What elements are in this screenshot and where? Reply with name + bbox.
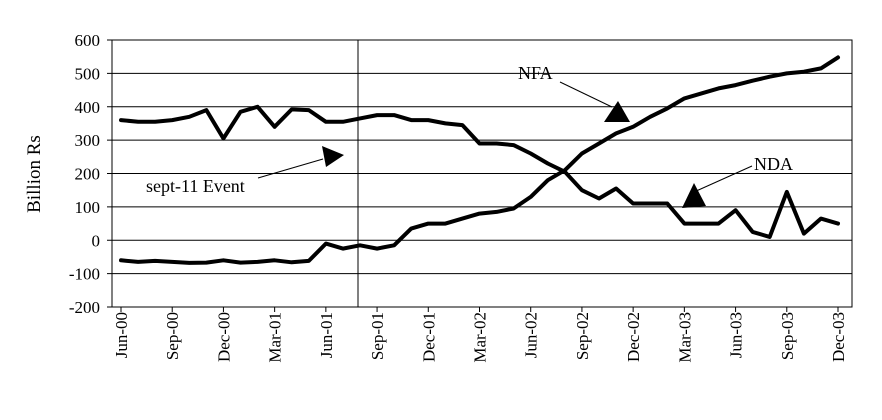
x-tick-label: Sep-00: [163, 312, 182, 360]
y-tick-label: 100: [75, 198, 101, 217]
x-tick-label: Sep-01: [368, 312, 387, 360]
y-tick-label: 200: [75, 165, 101, 184]
gridlines: [112, 39, 852, 308]
x-tick-label: Jun-03: [727, 312, 746, 358]
x-tick-label: Mar-02: [471, 312, 490, 363]
nda-annotation-arrow: [693, 165, 753, 193]
y-axis-ticks: -200 -100 0 100 200 300 400 500 600: [69, 31, 112, 317]
x-tick-label: Sep-03: [778, 312, 797, 360]
event-arrowhead: [322, 146, 344, 167]
x-tick-label: Dec-03: [829, 312, 848, 362]
x-tick-label: Jun-02: [522, 312, 541, 358]
x-tick-label: Jun-01: [317, 312, 336, 358]
nda-arrowhead: [682, 183, 706, 208]
series-line-nda: [119, 104, 840, 239]
x-tick-label: Sep-02: [573, 312, 592, 360]
x-tick-label: Dec-02: [624, 312, 643, 362]
x-tick-label: Dec-01: [419, 312, 438, 362]
nfa-annotation-label: NFA: [518, 63, 553, 83]
y-tick-label: -200: [69, 298, 100, 317]
y-tick-label: 400: [75, 98, 101, 117]
series-lines: [119, 55, 840, 265]
series-line-nfa: [119, 55, 840, 265]
y-tick-label: 300: [75, 131, 101, 150]
y-axis-title: Billion Rs: [24, 135, 45, 213]
y-tick-label: -100: [69, 265, 100, 284]
y-tick-label: 600: [75, 31, 101, 50]
event-annotation-label: sept-11 Event: [146, 176, 245, 196]
x-tick-label: Dec-00: [214, 312, 233, 362]
event-annotation-arrow: [257, 158, 324, 179]
x-tick-label: Jun-00: [112, 312, 131, 358]
nda-annotation-label: NDA: [754, 154, 793, 174]
x-tick-label: Mar-03: [675, 312, 694, 363]
x-tick-label: Mar-01: [266, 312, 285, 363]
y-tick-label: 0: [92, 231, 101, 250]
nfa-arrowhead: [604, 101, 630, 122]
y-tick-label: 500: [75, 64, 101, 83]
x-axis-ticks: Jun-00 Sep-00 Dec-00 Mar-01 Jun-01 Sep-01 Dec-…: [112, 307, 848, 363]
annotations: NFA NDA sept-11 Event: [146, 63, 793, 208]
nfa-annotation-arrow: [559, 81, 613, 108]
